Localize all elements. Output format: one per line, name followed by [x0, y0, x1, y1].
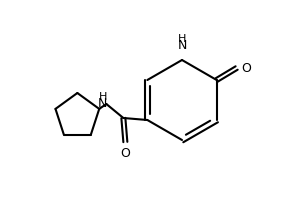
- Text: N: N: [177, 39, 187, 52]
- Text: O: O: [120, 147, 130, 160]
- Text: H: H: [178, 34, 186, 44]
- Text: O: O: [242, 62, 251, 75]
- Text: H: H: [99, 92, 107, 102]
- Text: N: N: [98, 97, 107, 110]
